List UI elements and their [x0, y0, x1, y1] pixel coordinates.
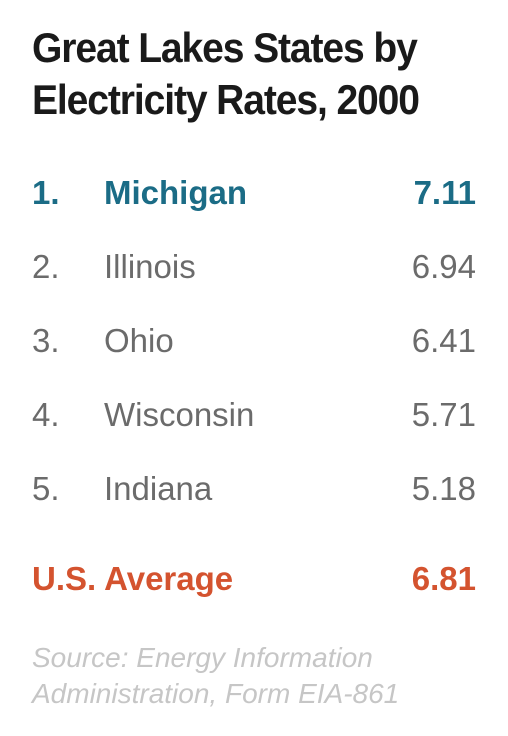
rate-value: 7.11 — [413, 174, 476, 211]
state-label: Wisconsin — [104, 396, 255, 433]
chart-title-line-2: Electricity Rates, 2000 — [32, 76, 420, 123]
rank-label: 4. — [32, 396, 60, 433]
rank-label: 2. — [32, 248, 60, 285]
state-label: Indiana — [104, 470, 213, 507]
rate-value: 6.41 — [411, 322, 476, 359]
us-average-row: U.S. Average 6.81 — [32, 542, 476, 616]
source-note: Source: Energy Information Administratio… — [32, 640, 476, 712]
table-row-4: 4. Wisconsin 5.71 — [32, 378, 476, 452]
ranking-table: 1. Michigan 7.11 2. Illinois 6.94 3. Ohi… — [32, 156, 476, 526]
chart-title: Great Lakes States by Electricity Rates,… — [32, 22, 445, 126]
average-label: U.S. Average — [32, 560, 234, 597]
source-line-2: Administration, Form EIA-861 — [32, 678, 400, 709]
rank-label: 3. — [32, 322, 60, 359]
table-row-5: 5. Indiana 5.18 — [32, 452, 476, 526]
state-label: Illinois — [104, 248, 196, 285]
table-row-3: 3. Ohio 6.41 — [32, 304, 476, 378]
rank-label: 1. — [32, 174, 60, 211]
source-line-1: Source: Energy Information — [32, 642, 373, 673]
state-label: Ohio — [104, 322, 174, 359]
rate-value: 6.94 — [411, 248, 476, 285]
table-row-2: 2. Illinois 6.94 — [32, 230, 476, 304]
rank-label: 5. — [32, 470, 60, 507]
chart-title-line-1: Great Lakes States by — [32, 24, 418, 71]
rate-value: 5.71 — [411, 396, 476, 433]
rate-value: 5.18 — [411, 470, 476, 507]
table-row-1: 1. Michigan 7.11 — [32, 156, 476, 230]
state-label: Michigan — [104, 174, 248, 211]
average-value: 6.81 — [411, 560, 476, 597]
